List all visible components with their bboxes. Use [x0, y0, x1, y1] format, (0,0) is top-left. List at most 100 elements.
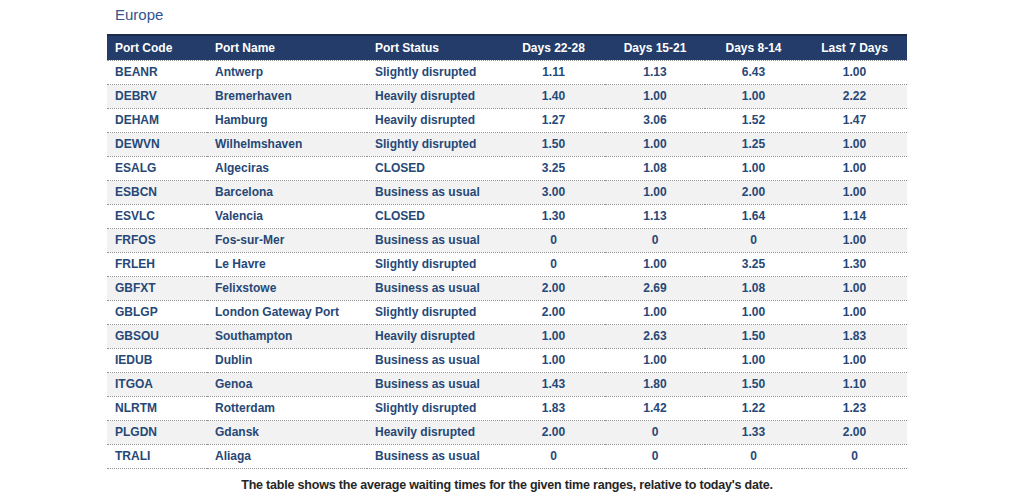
port-code-cell: FRFOS [107, 228, 207, 252]
port-name-cell: Barcelona [207, 180, 367, 204]
table-row: ESBCN Barcelona Business as usual 3.00 1… [107, 180, 907, 204]
last-7-days-cell: 0 [802, 444, 907, 468]
last-7-days-cell: 2.22 [802, 84, 907, 108]
port-name-cell: Fos-sur-Mer [207, 228, 367, 252]
days-15-21-cell: 2.69 [605, 276, 705, 300]
days-15-21-cell: 0 [605, 228, 705, 252]
days-8-14-cell: 1.00 [705, 156, 802, 180]
days-8-14-cell: 1.00 [705, 84, 802, 108]
port-status-cell: Heavily disrupted [367, 324, 502, 348]
port-code-cell: FRLEH [107, 252, 207, 276]
port-code-cell: GBFXT [107, 276, 207, 300]
port-status-cell: Heavily disrupted [367, 108, 502, 132]
column-header-days-22-28: Days 22-28 [502, 35, 605, 60]
days-8-14-cell: 0 [705, 228, 802, 252]
column-header-days-8-14: Days 8-14 [705, 35, 802, 60]
days-8-14-cell: 1.22 [705, 396, 802, 420]
days-22-28-cell: 2.00 [502, 276, 605, 300]
days-15-21-cell: 1.00 [605, 132, 705, 156]
last-7-days-cell: 1.00 [802, 156, 907, 180]
port-name-cell: Bremerhaven [207, 84, 367, 108]
days-22-28-cell: 2.00 [502, 300, 605, 324]
table-row: NLRTM Rotterdam Slightly disrupted 1.83 … [107, 396, 907, 420]
days-8-14-cell: 1.33 [705, 420, 802, 444]
days-22-28-cell: 1.30 [502, 204, 605, 228]
port-code-cell: BEANR [107, 60, 207, 84]
port-code-cell: IEDUB [107, 348, 207, 372]
last-7-days-cell: 1.00 [802, 276, 907, 300]
days-22-28-cell: 1.27 [502, 108, 605, 132]
port-status-cell: Slightly disrupted [367, 60, 502, 84]
table-row: PLGDN Gdansk Heavily disrupted 2.00 0 1.… [107, 420, 907, 444]
port-status-cell: Slightly disrupted [367, 300, 502, 324]
days-8-14-cell: 2.00 [705, 180, 802, 204]
last-7-days-cell: 1.10 [802, 372, 907, 396]
days-22-28-cell: 0 [502, 252, 605, 276]
days-15-21-cell: 1.00 [605, 252, 705, 276]
table-header: Port Code Port Name Port Status Days 22-… [107, 35, 907, 60]
table-row: ESALG Algeciras CLOSED 3.25 1.08 1.00 1.… [107, 156, 907, 180]
ports-table: Port Code Port Name Port Status Days 22-… [107, 34, 907, 469]
days-8-14-cell: 3.25 [705, 252, 802, 276]
days-22-28-cell: 1.40 [502, 84, 605, 108]
days-15-21-cell: 0 [605, 420, 705, 444]
days-8-14-cell: 0 [705, 444, 802, 468]
port-name-cell: Algeciras [207, 156, 367, 180]
port-status-cell: Heavily disrupted [367, 84, 502, 108]
port-status-cell: Business as usual [367, 372, 502, 396]
last-7-days-cell: 1.00 [802, 300, 907, 324]
days-22-28-cell: 1.00 [502, 348, 605, 372]
port-name-cell: Aliaga [207, 444, 367, 468]
days-8-14-cell: 1.25 [705, 132, 802, 156]
port-status-cell: Business as usual [367, 348, 502, 372]
table-row: ESVLC Valencia CLOSED 1.30 1.13 1.64 1.1… [107, 204, 907, 228]
port-code-cell: DEBRV [107, 84, 207, 108]
last-7-days-cell: 1.14 [802, 204, 907, 228]
port-code-cell: ITGOA [107, 372, 207, 396]
days-8-14-cell: 1.08 [705, 276, 802, 300]
days-8-14-cell: 1.50 [705, 324, 802, 348]
days-15-21-cell: 0 [605, 444, 705, 468]
last-7-days-cell: 1.00 [802, 132, 907, 156]
table-row: GBFXT Felixstowe Business as usual 2.00 … [107, 276, 907, 300]
table-row: TRALI Aliaga Business as usual 0 0 0 0 [107, 444, 907, 468]
last-7-days-cell: 1.00 [802, 228, 907, 252]
port-name-cell: Hamburg [207, 108, 367, 132]
port-code-cell: DEWVN [107, 132, 207, 156]
days-22-28-cell: 1.83 [502, 396, 605, 420]
table-row: DEHAM Hamburg Heavily disrupted 1.27 3.0… [107, 108, 907, 132]
port-name-cell: Valencia [207, 204, 367, 228]
port-status-cell: Slightly disrupted [367, 252, 502, 276]
port-name-cell: Felixstowe [207, 276, 367, 300]
days-15-21-cell: 1.80 [605, 372, 705, 396]
port-code-cell: PLGDN [107, 420, 207, 444]
days-22-28-cell: 3.25 [502, 156, 605, 180]
days-8-14-cell: 1.50 [705, 372, 802, 396]
port-code-cell: ESVLC [107, 204, 207, 228]
days-15-21-cell: 1.42 [605, 396, 705, 420]
port-name-cell: Antwerp [207, 60, 367, 84]
days-22-28-cell: 1.50 [502, 132, 605, 156]
days-15-21-cell: 3.06 [605, 108, 705, 132]
port-code-cell: GBSOU [107, 324, 207, 348]
last-7-days-cell: 2.00 [802, 420, 907, 444]
port-status-cell: Business as usual [367, 180, 502, 204]
port-name-cell: Wilhelmshaven [207, 132, 367, 156]
port-code-cell: ESALG [107, 156, 207, 180]
days-15-21-cell: 2.63 [605, 324, 705, 348]
port-name-cell: Genoa [207, 372, 367, 396]
days-15-21-cell: 1.13 [605, 60, 705, 84]
table-row: ITGOA Genoa Business as usual 1.43 1.80 … [107, 372, 907, 396]
table-footnote: The table shows the average waiting time… [107, 478, 907, 492]
page-title: Europe [107, 6, 907, 23]
days-15-21-cell: 1.13 [605, 204, 705, 228]
port-status-cell: Business as usual [367, 276, 502, 300]
days-15-21-cell: 1.00 [605, 84, 705, 108]
days-8-14-cell: 1.64 [705, 204, 802, 228]
table-row: GBLGP London Gateway Port Slightly disru… [107, 300, 907, 324]
port-name-cell: Gdansk [207, 420, 367, 444]
column-header-port-status: Port Status [367, 35, 502, 60]
days-22-28-cell: 1.11 [502, 60, 605, 84]
last-7-days-cell: 1.30 [802, 252, 907, 276]
port-name-cell: Southampton [207, 324, 367, 348]
